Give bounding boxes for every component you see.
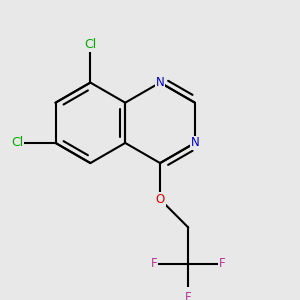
Text: F: F bbox=[185, 291, 192, 300]
Text: F: F bbox=[151, 257, 158, 270]
Text: O: O bbox=[155, 193, 165, 206]
Text: Cl: Cl bbox=[11, 136, 23, 149]
Text: N: N bbox=[190, 136, 199, 149]
Text: Cl: Cl bbox=[84, 38, 97, 51]
Text: N: N bbox=[156, 76, 164, 89]
Text: F: F bbox=[219, 257, 226, 270]
